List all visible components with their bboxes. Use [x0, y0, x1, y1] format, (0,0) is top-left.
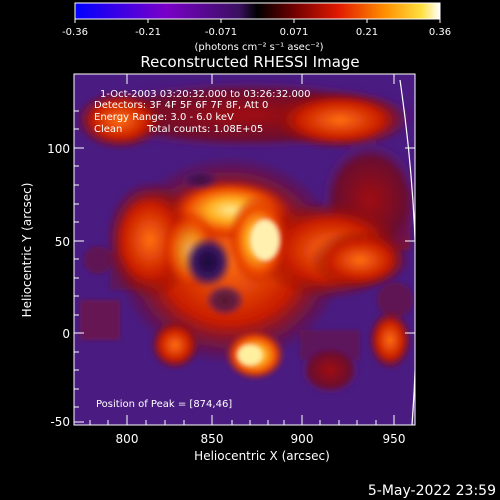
x-tick-label: 950 [383, 432, 406, 446]
footer-date: 5-May-2022 23:59 [368, 483, 496, 499]
colorbar-tick-label: -0.21 [135, 27, 161, 38]
colorbar-tick-label: 0.36 [429, 27, 451, 38]
info-annotations: 1-Oct-2003 03:20:32.000 to 03:26:32.000 … [94, 89, 311, 410]
y-tick-label: -50 [50, 415, 70, 429]
plot-frame [73, 73, 416, 426]
colorbar: -0.36 -0.21 -0.071 0.071 0.21 0.36 (phot… [62, 2, 451, 53]
colorbar-tick-label: -0.36 [62, 27, 88, 38]
colorbar-tick-label: 0.071 [280, 27, 309, 38]
y-tick-label: 50 [55, 235, 70, 249]
y-axis-label: Heliocentric Y (arcsec) [20, 183, 34, 318]
y-tick-label: 0 [62, 327, 70, 341]
x-tick-label: 900 [291, 432, 314, 446]
colorbar-gradient [74, 2, 441, 20]
plot-title: Reconstructed RHESSI Image [140, 53, 359, 71]
colorbar-tick-label: 0.21 [356, 27, 378, 38]
x-tick-label: 850 [201, 432, 224, 446]
detectors-text: Detectors: 3F 4F 5F 6F 7F 8F, Att 0 [94, 100, 268, 111]
y-tick-label: 100 [47, 142, 70, 156]
peak-position-text: Position of Peak = [874,46] [96, 399, 232, 410]
image-panel [74, 74, 415, 425]
total-counts-text: Total counts: 1.08E+05 [146, 124, 263, 135]
x-axis-label: Heliocentric X (arcsec) [194, 449, 330, 463]
energy-range-text: Energy Range: 3.0 - 6.0 keV [94, 112, 234, 123]
colorbar-tick-label: -0.071 [205, 27, 237, 38]
x-tick-label: 800 [116, 432, 139, 446]
colorbar-units: (photons cm⁻² s⁻¹ asec⁻²) [194, 42, 323, 53]
algorithm-text: Clean [94, 124, 122, 135]
time-range-text: 1-Oct-2003 03:20:32.000 to 03:26:32.000 [100, 89, 311, 100]
plot-axes: 800 850 900 950 100 50 0 -50 Heliocentri… [20, 73, 416, 463]
